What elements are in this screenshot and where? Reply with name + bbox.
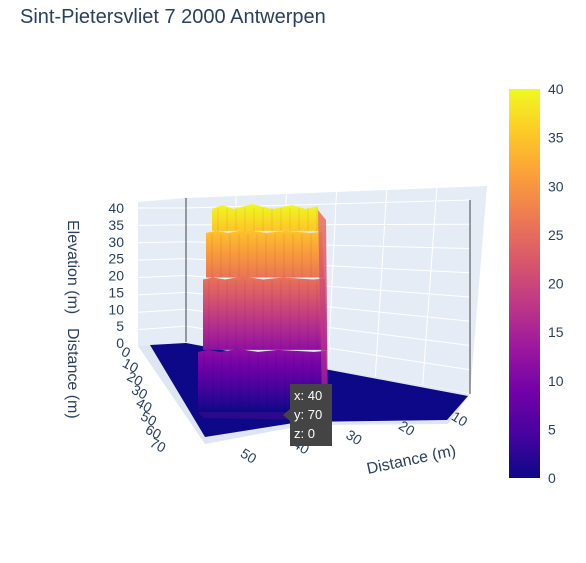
building-side xyxy=(318,210,328,412)
colorbar-tick: 10 xyxy=(548,373,564,389)
z-axis-label: Elevation (m) xyxy=(64,220,81,314)
z-tick: 35 xyxy=(108,217,124,233)
y-tick: 40 xyxy=(134,394,155,416)
y-tick: 50 xyxy=(138,408,159,430)
y-tick: 30 xyxy=(129,381,150,403)
z-tick: 10 xyxy=(108,301,124,317)
hover-y: y: 70 xyxy=(294,407,322,422)
hover-label: x: 40 y: 70 z: 0 xyxy=(283,384,332,446)
colorbar-tick: 0 xyxy=(548,470,556,486)
z-tick: 40 xyxy=(108,200,124,216)
z-tick: 20 xyxy=(108,268,124,284)
hover-x: x: 40 xyxy=(294,388,322,403)
z-tick: 0 xyxy=(116,335,124,351)
z-tick: 5 xyxy=(116,318,124,334)
y-tick: 70 xyxy=(147,434,168,456)
colorbar xyxy=(509,89,540,478)
colorbar-tick: 35 xyxy=(548,130,564,146)
y-tick: 10 xyxy=(120,355,141,377)
x-axis-label: Distance (m) xyxy=(365,442,457,477)
chart-title: Sint-Pietersvliet 7 2000 Antwerpen xyxy=(20,6,326,28)
building-tier xyxy=(212,204,320,231)
x-tick: 50 xyxy=(238,445,260,467)
building-tier xyxy=(203,276,327,350)
y-tick: 20 xyxy=(125,368,146,390)
x-tick: 10 xyxy=(449,408,471,430)
y-tick: 60 xyxy=(143,421,164,443)
z-tick: 30 xyxy=(108,234,124,250)
x-tick: 30 xyxy=(343,426,365,448)
colorbar-tick: 40 xyxy=(548,81,564,97)
colorbar-tick: 20 xyxy=(548,276,564,292)
z-tick: 25 xyxy=(108,251,124,267)
z-tick: 15 xyxy=(108,284,124,300)
colorbar-tick: 25 xyxy=(548,227,564,243)
colorbar-tick: 15 xyxy=(548,324,564,340)
y-axis-label: Distance (m) xyxy=(64,328,81,419)
x-tick: 20 xyxy=(396,417,418,439)
hover-z: z: 0 xyxy=(294,426,315,441)
building-tier xyxy=(206,229,324,278)
back-wall-left xyxy=(138,198,186,346)
colorbar-tick-labels: 0 5 10 15 20 25 30 35 40 xyxy=(548,81,564,486)
colorbar-tick: 30 xyxy=(548,178,564,194)
colorbar-tick: 5 xyxy=(548,421,556,437)
